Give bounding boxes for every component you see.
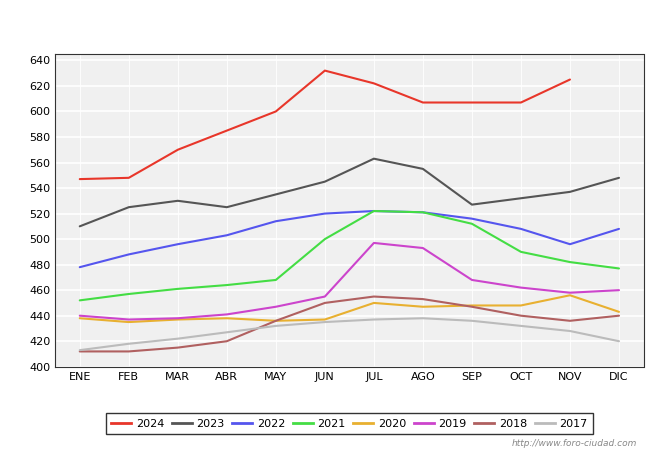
Text: Afiliados en Grijota a 30/11/2024: Afiliados en Grijota a 30/11/2024 — [176, 14, 474, 33]
Text: http://www.foro-ciudad.com: http://www.foro-ciudad.com — [512, 439, 637, 448]
Legend: 2024, 2023, 2022, 2021, 2020, 2019, 2018, 2017: 2024, 2023, 2022, 2021, 2020, 2019, 2018… — [106, 413, 593, 434]
